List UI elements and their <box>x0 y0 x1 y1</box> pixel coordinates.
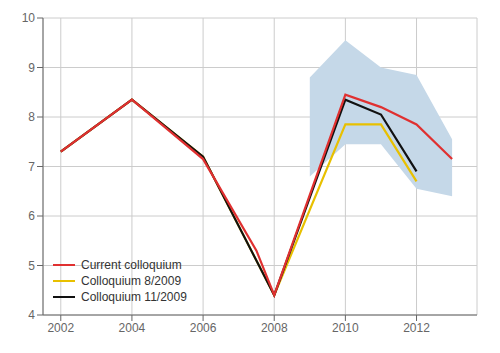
html-text:Colloquium 11/2009: Colloquium 11/2009 <box>81 290 187 304</box>
svg-text:2008: 2008 <box>261 321 288 335</box>
svg-text:10: 10 <box>22 11 36 25</box>
html-text:Current colloquium: Current colloquium <box>81 258 182 272</box>
svg-text:7: 7 <box>28 160 35 174</box>
svg-text:2002: 2002 <box>47 321 74 335</box>
svg-text:5: 5 <box>28 259 35 273</box>
svg-text:8: 8 <box>28 110 35 124</box>
svg-text:2010: 2010 <box>332 321 359 335</box>
svg-text:6: 6 <box>28 209 35 223</box>
svg-text:9: 9 <box>28 61 35 75</box>
svg-text:2012: 2012 <box>403 321 430 335</box>
svg-text:2006: 2006 <box>190 321 217 335</box>
svg-text:2004: 2004 <box>119 321 146 335</box>
svg-text:4: 4 <box>28 308 35 322</box>
html-text:Colloquium 8/2009: Colloquium 8/2009 <box>81 274 182 288</box>
